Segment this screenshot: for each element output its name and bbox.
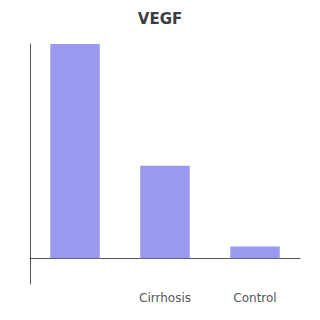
svg-text:Control: Control <box>233 291 276 305</box>
svg-text:VEGF: VEGF <box>138 10 182 28</box>
svg-text:Cirrhosis: Cirrhosis <box>139 291 191 305</box>
